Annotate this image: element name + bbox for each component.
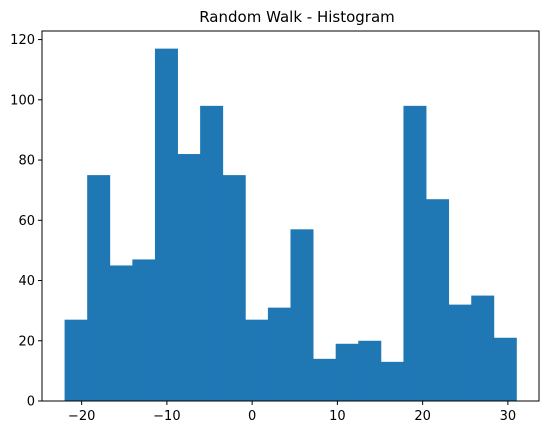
histogram-bar (109, 265, 133, 401)
histogram-bar (154, 48, 178, 401)
y-tick-label: 40 (18, 274, 35, 289)
histogram-bar (132, 259, 156, 401)
x-tick-label: 30 (500, 409, 517, 424)
histogram-bar (471, 295, 495, 401)
histogram-bar (87, 175, 111, 401)
histogram-bar (335, 343, 359, 401)
chart-title: Random Walk - Histogram (199, 8, 395, 26)
histogram-bar (267, 307, 291, 401)
histogram-bar (313, 358, 337, 401)
x-tick-label: 0 (248, 409, 256, 424)
x-tick-label: 10 (329, 409, 346, 424)
histogram-bar (177, 154, 201, 401)
histogram-bar (200, 105, 224, 401)
y-tick-label: 100 (10, 93, 35, 108)
histogram-bar (290, 229, 314, 401)
y-tick-label: 20 (18, 334, 35, 349)
x-axis: −20 −10 0 10 20 30 (68, 401, 516, 424)
histogram-bar (448, 304, 472, 401)
histogram-bar (222, 175, 246, 401)
x-tick-label: −20 (68, 409, 95, 424)
histogram-bar (358, 340, 382, 401)
histogram-bar (493, 337, 517, 401)
histogram-bar (245, 319, 269, 401)
axes-frame (41, 30, 540, 402)
histogram-bar (380, 361, 404, 401)
bars-group (64, 48, 517, 401)
histogram-bar (403, 105, 427, 401)
y-axis: 0 20 40 60 80 100 120 (10, 33, 42, 410)
x-tick-label: −10 (153, 409, 180, 424)
histogram-bar (426, 199, 450, 401)
y-tick-label: 120 (10, 33, 35, 48)
histogram-bar (64, 319, 88, 401)
x-tick-label: 20 (414, 409, 431, 424)
y-tick-label: 60 (18, 214, 35, 229)
y-tick-label: 0 (27, 395, 35, 410)
y-tick-label: 80 (18, 154, 35, 169)
